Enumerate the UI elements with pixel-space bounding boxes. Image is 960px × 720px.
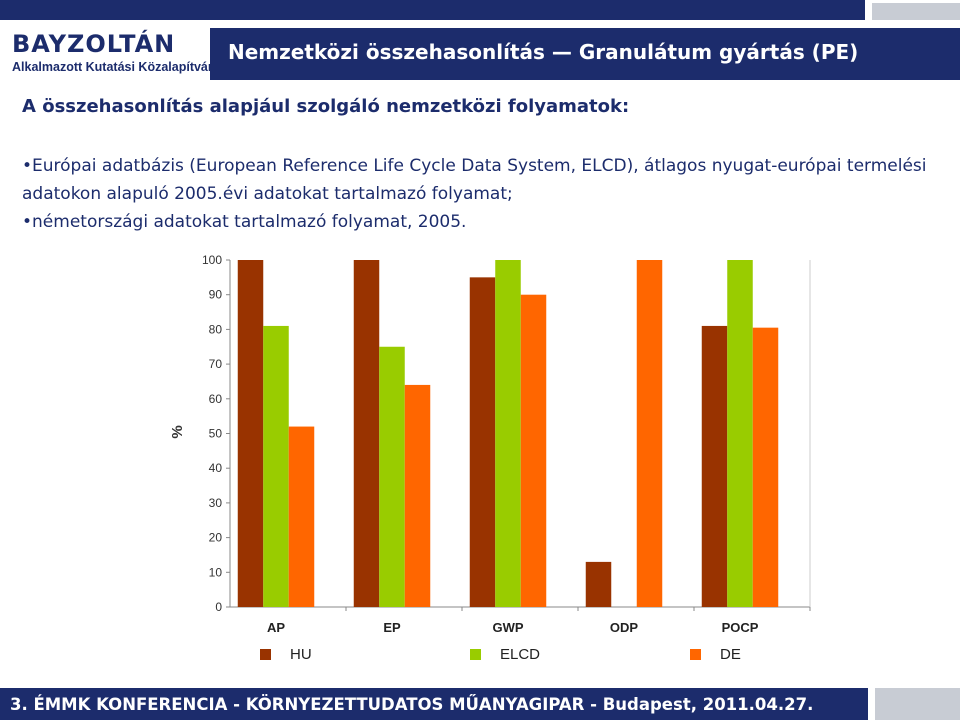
bar-hu-gwp <box>469 277 496 607</box>
title-banner: Nemzetközi összehasonlítás — Granulátum … <box>210 28 960 80</box>
bar-de-gwp <box>520 294 547 607</box>
bar-de-ap <box>288 426 315 607</box>
bar-hu-pocp <box>701 325 728 607</box>
section-subtitle: A összehasonlítás alapjául szolgáló nemz… <box>22 96 630 117</box>
legend-swatch-elcd <box>470 649 481 660</box>
y-tick-label: 70 <box>209 357 223 371</box>
x-tick-label: GWP <box>492 620 523 635</box>
y-tick-label: 20 <box>209 531 223 545</box>
bar-chart: % 0 10 20 30 40 50 60 70 80 90 100 AP EP GWP ODP POCP HU… <box>169 253 811 663</box>
bar-de-ep <box>404 384 431 607</box>
y-tick-label: 60 <box>209 392 223 406</box>
legend-label-de: DE <box>720 646 741 663</box>
footer-bar: 3. ÉMMK KONFERENCIA - KÖRNYEZETTUDATOS M… <box>0 688 868 720</box>
bar-de-pocp <box>752 327 779 607</box>
bar-elcd-gwp <box>495 260 521 607</box>
logo-name: BAYZOLTÁN <box>12 30 176 58</box>
logo-subtitle: Alkalmazott Kutatási Közalapítvány <box>12 60 223 74</box>
x-tick-label: POCP <box>722 620 759 635</box>
y-tick-label: 30 <box>209 496 223 510</box>
bar-hu-ap <box>237 260 264 607</box>
bullet-item-elcd: •Európai adatbázis (European Reference L… <box>22 156 927 204</box>
y-tick-label: 90 <box>209 288 223 302</box>
legend-swatch-de <box>690 649 701 660</box>
y-tick-label: 0 <box>215 600 222 614</box>
y-tick-label: 50 <box>209 427 223 441</box>
legend-label-elcd: ELCD <box>500 646 540 663</box>
page-title: Nemzetközi összehasonlítás — Granulátum … <box>228 40 859 64</box>
y-tick-label: 80 <box>209 322 223 336</box>
bar-de-odp <box>636 260 663 607</box>
x-tick-label: AP <box>267 620 285 635</box>
top-bar-accent <box>872 3 960 20</box>
y-axis-label: % <box>169 425 186 438</box>
y-tick-label: 40 <box>209 461 223 475</box>
bar-hu-odp <box>585 561 612 607</box>
x-tick-label: ODP <box>610 620 639 635</box>
footer-text: 3. ÉMMK KONFERENCIA - KÖRNYEZETTUDATOS M… <box>10 695 814 714</box>
bar-hu-ep <box>353 260 380 607</box>
y-tick-label: 10 <box>209 565 223 579</box>
footer-accent <box>875 688 960 720</box>
bullet-list: •Európai adatbázis (European Reference L… <box>22 152 947 236</box>
bar-elcd-ap <box>263 325 289 607</box>
bar-elcd-pocp <box>727 260 753 607</box>
legend-label-hu: HU <box>290 646 312 663</box>
x-tick-label: EP <box>383 620 401 635</box>
logo: BAYZOLTÁN Alkalmazott Kutatási Közalapít… <box>10 30 222 78</box>
bar-elcd-ep <box>379 346 405 607</box>
legend-swatch-hu <box>260 649 271 660</box>
top-bar <box>0 0 865 20</box>
y-tick-label: 100 <box>202 253 222 267</box>
bullet-item-germany: •németországi adatokat tartalmazó folyam… <box>22 212 467 232</box>
